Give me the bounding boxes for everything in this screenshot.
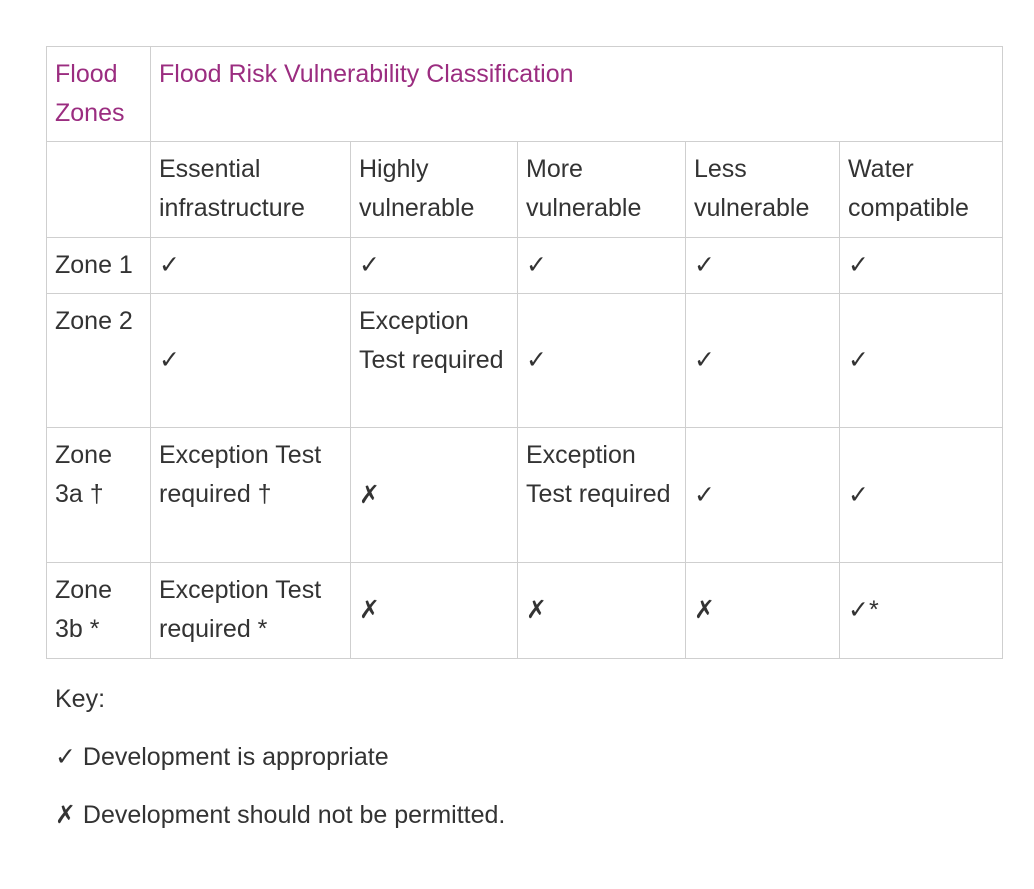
zone-cell: Zone 3a † xyxy=(46,427,151,563)
column-row: Essential infrastructure Highly vulnerabl… xyxy=(46,141,1004,238)
cell: ✓ xyxy=(838,427,1004,563)
cell: ✓ xyxy=(838,237,1004,294)
zone-cell: Zone 1 xyxy=(46,237,151,294)
cell: Exception Test required xyxy=(350,293,518,428)
column-header: Water compatible xyxy=(838,141,1004,238)
cell: ✓ xyxy=(685,427,840,563)
cell: ✓ xyxy=(150,293,351,428)
cell: ✓ xyxy=(838,293,1004,428)
key: Key: ✓ Development is appropriate ✗ Devel… xyxy=(55,680,505,854)
header-cell: Flood Risk Vulnerability Classification xyxy=(149,46,1004,142)
cell: Exception Test required xyxy=(517,427,686,563)
column-header: Less vulnerable xyxy=(685,141,840,238)
table-row: Zone 2 ✓ Exception Test required ✓ ✓ ✓ xyxy=(46,293,1004,428)
column-header: Highly vulnerable xyxy=(350,141,518,238)
cell: ✓ xyxy=(150,237,351,294)
table-row: Zone 1 ✓ ✓ ✓ ✓ ✓ xyxy=(46,237,1004,294)
flood-table: Flood Zones Flood Risk Vulnerability Cla… xyxy=(46,46,1004,659)
cell: ✓ xyxy=(685,293,840,428)
key-item: ✓ Development is appropriate xyxy=(55,743,389,771)
key-title: Key: xyxy=(55,685,106,713)
zone-cell: Zone 3b * xyxy=(46,562,151,659)
table-body: Flood Zones Flood Risk Vulnerability Cla… xyxy=(46,46,1004,659)
cell: Exception Test required † xyxy=(150,427,351,563)
cell: ✗ xyxy=(517,562,686,659)
cell: Exception Test required * xyxy=(150,562,351,659)
column-header: More vulnerable xyxy=(517,141,686,238)
cell: ✗ xyxy=(350,427,518,563)
key-item: ✗ Development should not be permitted. xyxy=(55,801,506,829)
zone-cell: Zone 2 xyxy=(46,293,151,428)
cell: ✓ xyxy=(517,237,686,294)
header-row: Flood Zones Flood Risk Vulnerability Cla… xyxy=(46,46,1004,142)
cell: ✗ xyxy=(350,562,518,659)
cell: ✓ xyxy=(517,293,686,428)
table-row: Zone 3a † Exception Test required † ✗ Excep… xyxy=(46,427,1004,563)
cell: ✓* xyxy=(838,562,1004,659)
cell: ✓ xyxy=(685,237,840,294)
cell: ✓ xyxy=(350,237,518,294)
table-row: Zone 3b * Exception Test required * ✗ ✗ ✗ ✓* xyxy=(46,562,1004,659)
header-cell: Flood Zones xyxy=(46,46,151,142)
column-header: Essential infrastructure xyxy=(150,141,351,238)
empty-cell xyxy=(46,141,151,238)
cell: ✗ xyxy=(685,562,840,659)
